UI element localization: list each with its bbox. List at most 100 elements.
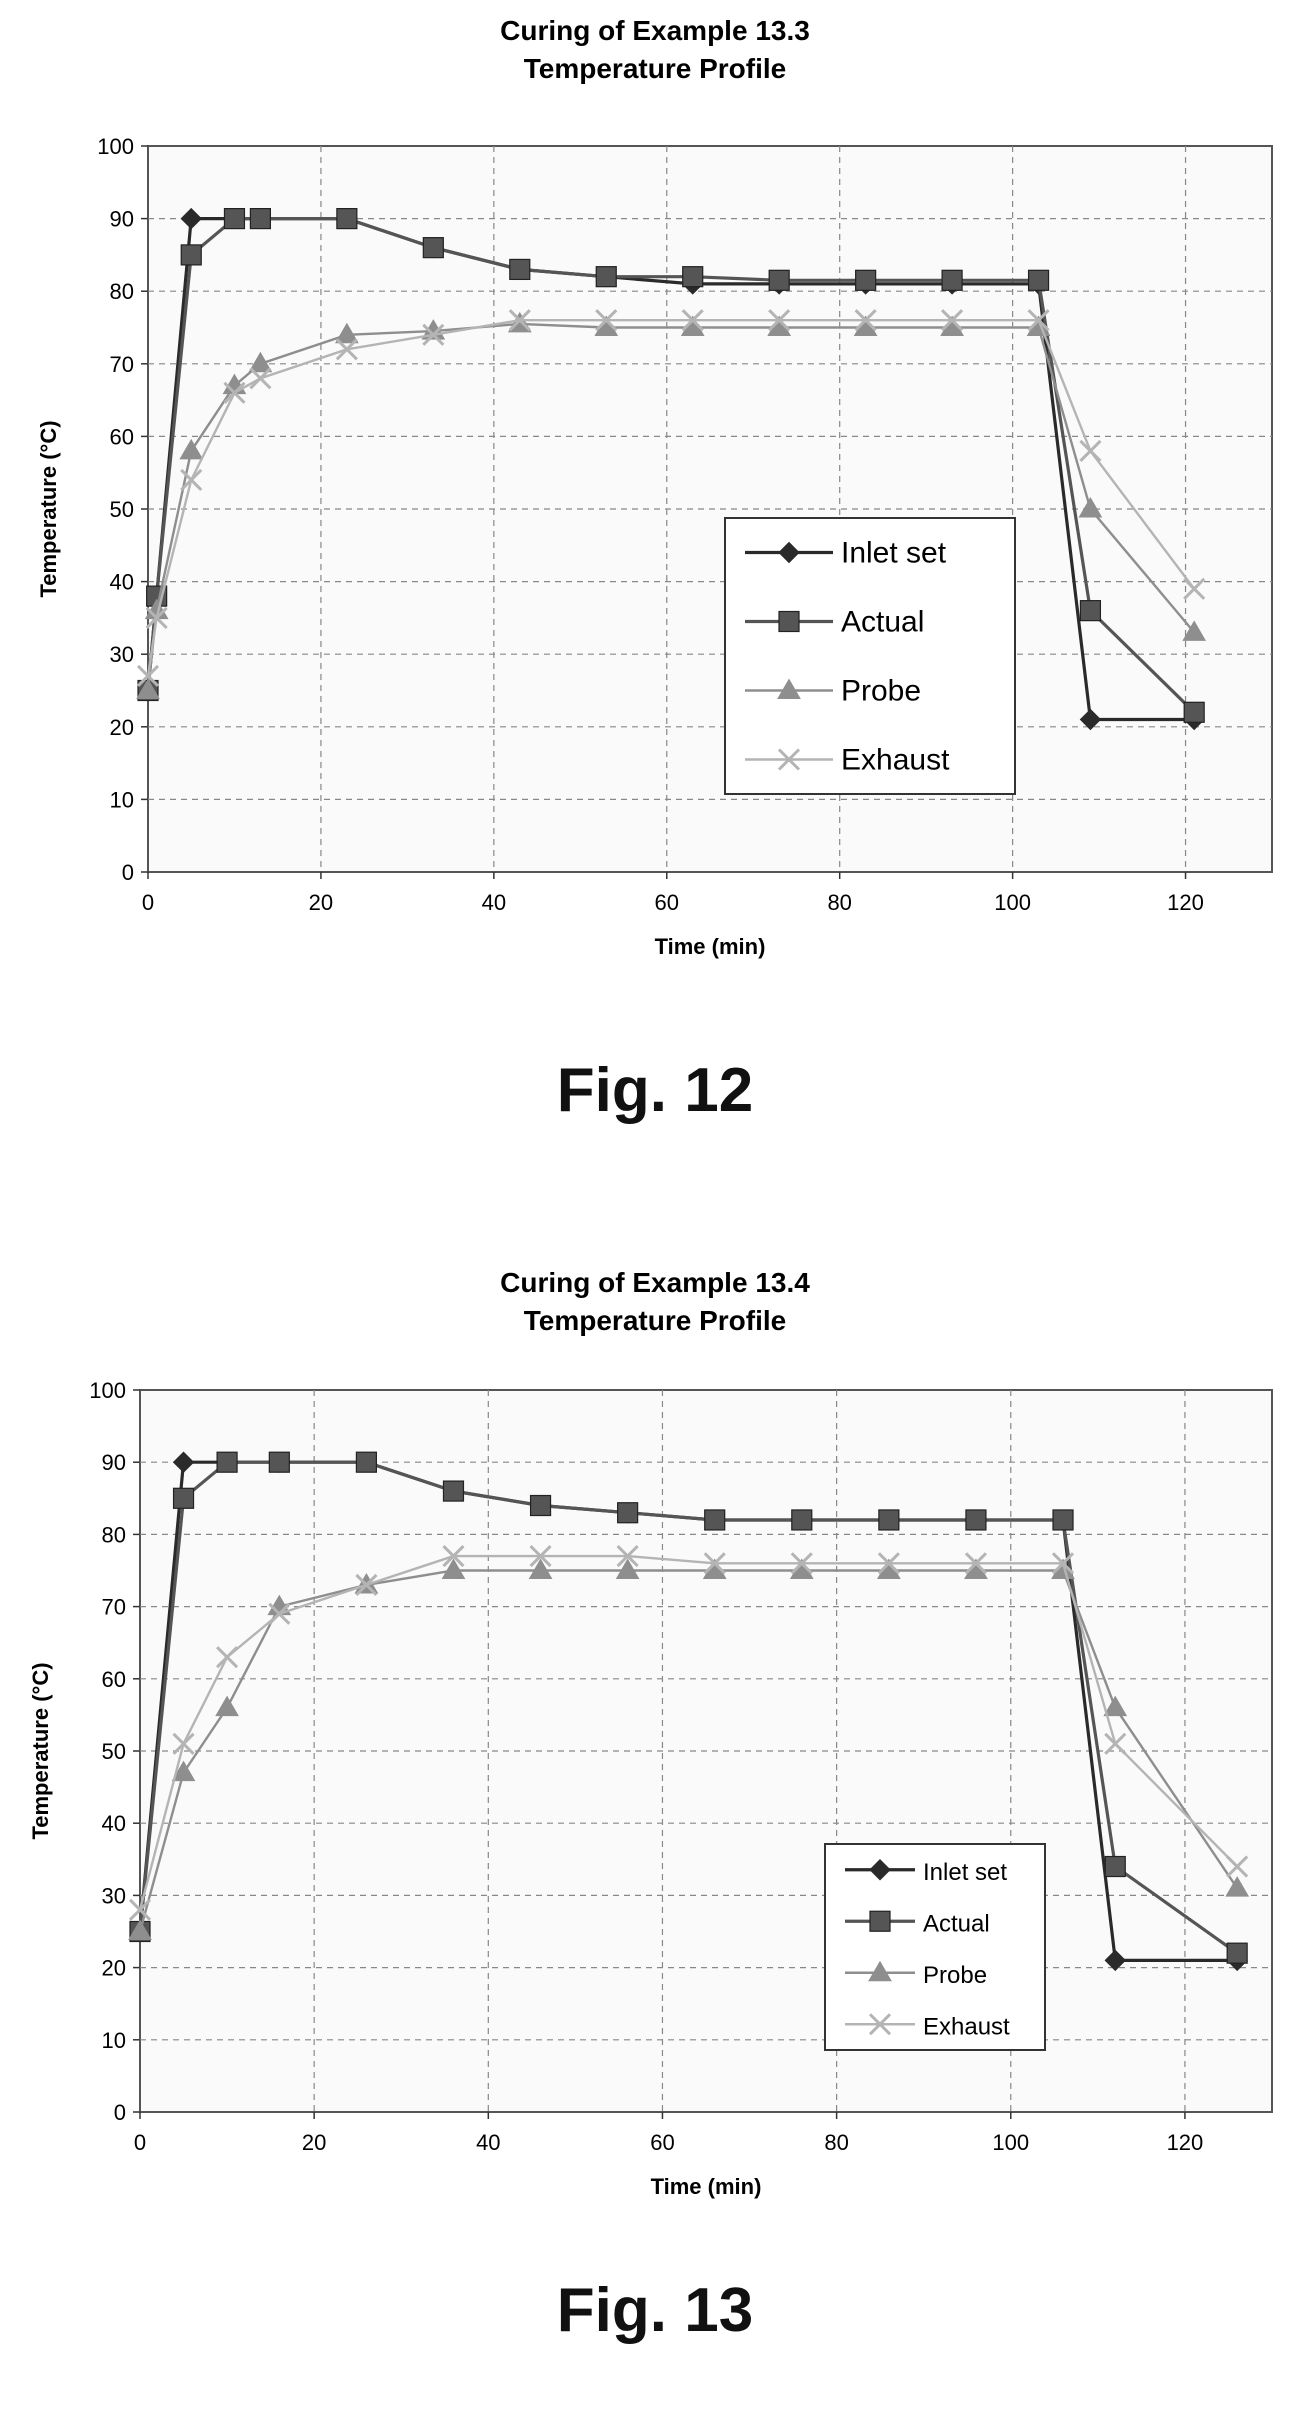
marker-square <box>1183 701 1205 723</box>
legend-label: Actual <box>841 606 924 639</box>
marker-x <box>768 309 791 332</box>
y-tick-label: 30 <box>102 1883 126 1908</box>
marker-x <box>128 1898 152 1921</box>
x-tick-label: 60 <box>655 890 679 915</box>
marker-x <box>1183 577 1206 600</box>
figure-label: Fig. 12 <box>556 1056 754 1125</box>
marker-square <box>965 1509 987 1531</box>
chart-title: Curing of Example 13.4 <box>500 1267 810 1298</box>
series-probe <box>128 1558 1250 1940</box>
legend-box <box>724 517 1016 795</box>
legend-box <box>824 1843 1046 2051</box>
marker-x <box>223 381 246 404</box>
y-tick-label: 80 <box>102 1522 126 1547</box>
y-tick-label: 10 <box>110 787 134 812</box>
marker-diamond <box>172 1451 195 1473</box>
marker-x <box>180 468 203 492</box>
marker-triangle <box>615 1558 640 1579</box>
marker-x <box>249 367 272 390</box>
marker-square <box>617 1502 639 1524</box>
series-exhaust <box>128 1544 1249 1921</box>
marker-x <box>136 664 160 688</box>
marker-diamond <box>778 541 800 564</box>
legend-label: Exhaust <box>841 744 950 777</box>
x-tick-label: 0 <box>142 890 154 915</box>
marker-square <box>529 1494 552 1517</box>
marker-x <box>616 1544 639 1568</box>
marker-triangle <box>179 438 204 460</box>
marker-triangle <box>777 678 801 699</box>
marker-x <box>703 1552 726 1575</box>
marker-square <box>336 208 358 230</box>
marker-square <box>878 1509 900 1531</box>
marker-square <box>216 1451 238 1473</box>
series-line <box>146 319 1196 677</box>
marker-square <box>682 266 704 288</box>
marker-square <box>509 258 531 281</box>
y-tick-label: 0 <box>122 860 134 885</box>
marker-square <box>268 1451 290 1473</box>
marker-triangle <box>136 678 160 699</box>
marker-x <box>145 606 168 629</box>
marker-square <box>1027 269 1050 291</box>
marker-triangle <box>171 1760 196 1782</box>
chart-block-fig-12: Curing of Example 13.3 Temperature Profil… <box>36 15 1273 1125</box>
y-tick-label: 100 <box>89 1378 126 1403</box>
y-tick-label: 60 <box>102 1667 126 1692</box>
x-tick-label: 100 <box>992 2130 1029 2155</box>
x-tick-label: 80 <box>827 890 851 915</box>
y-tick-label: 40 <box>110 570 134 595</box>
legend: Inlet set Actual Probe Exhaust <box>724 517 1016 795</box>
y-tick-label: 60 <box>110 424 134 449</box>
marker-x <box>1079 439 1102 462</box>
marker-x <box>442 1544 465 1568</box>
x-tick-label: 120 <box>1167 890 1204 915</box>
marker-triangle <box>1078 497 1103 518</box>
marker-triangle <box>128 1919 152 1940</box>
y-tick-label: 10 <box>102 2028 126 2053</box>
marker-square <box>791 1509 813 1531</box>
y-axis-label: Temperature (°C) <box>36 420 61 597</box>
y-tick-label: 50 <box>110 497 134 522</box>
y-tick-label: 90 <box>110 207 134 232</box>
legend-label: Probe <box>923 1962 987 1989</box>
marker-triangle <box>334 322 359 344</box>
y-tick-label: 20 <box>102 1956 126 1981</box>
chart-fig-13: Curing of Example 13.4 Temperature Profil… <box>28 1267 1273 2199</box>
series-exhaust <box>136 309 1206 688</box>
chart-title: Curing of Example 13.3 <box>500 15 810 46</box>
marker-x <box>681 309 704 332</box>
marker-x <box>941 309 964 332</box>
marker-x <box>595 309 618 332</box>
legend-label: Inlet set <box>841 537 947 570</box>
marker-square <box>180 244 202 266</box>
x-axis-label: Time (min) <box>655 934 766 959</box>
legend-label: Actual <box>923 1910 990 1937</box>
marker-x <box>422 323 445 346</box>
x-tick-label: 20 <box>309 890 333 915</box>
marker-square <box>1052 1509 1074 1531</box>
marker-square <box>442 1480 465 1502</box>
chart-fig-12: Curing of Example 13.3 Temperature Profil… <box>36 15 1273 959</box>
marker-square <box>355 1451 377 1473</box>
marker-x <box>335 338 358 361</box>
y-tick-label: 100 <box>97 134 134 159</box>
x-tick-label: 20 <box>302 2130 326 2155</box>
marker-square <box>223 208 246 230</box>
x-tick-label: 80 <box>824 2130 848 2155</box>
series-actual <box>137 208 1205 723</box>
marker-square <box>1226 1942 1248 1964</box>
marker-diamond <box>869 1859 891 1881</box>
marker-square <box>768 269 790 291</box>
marker-x <box>964 1552 987 1575</box>
y-tick-label: 70 <box>110 352 134 377</box>
x-tick-label: 40 <box>476 2130 500 2155</box>
marker-diamond <box>1079 708 1102 731</box>
marker-x <box>1226 1855 1249 1878</box>
legend-label: Probe <box>841 675 921 708</box>
marker-x <box>1027 309 1050 332</box>
marker-x <box>508 309 531 332</box>
y-tick-label: 90 <box>102 1450 126 1475</box>
chart-subtitle: Temperature Profile <box>524 1305 786 1336</box>
marker-triangle <box>1182 620 1207 641</box>
